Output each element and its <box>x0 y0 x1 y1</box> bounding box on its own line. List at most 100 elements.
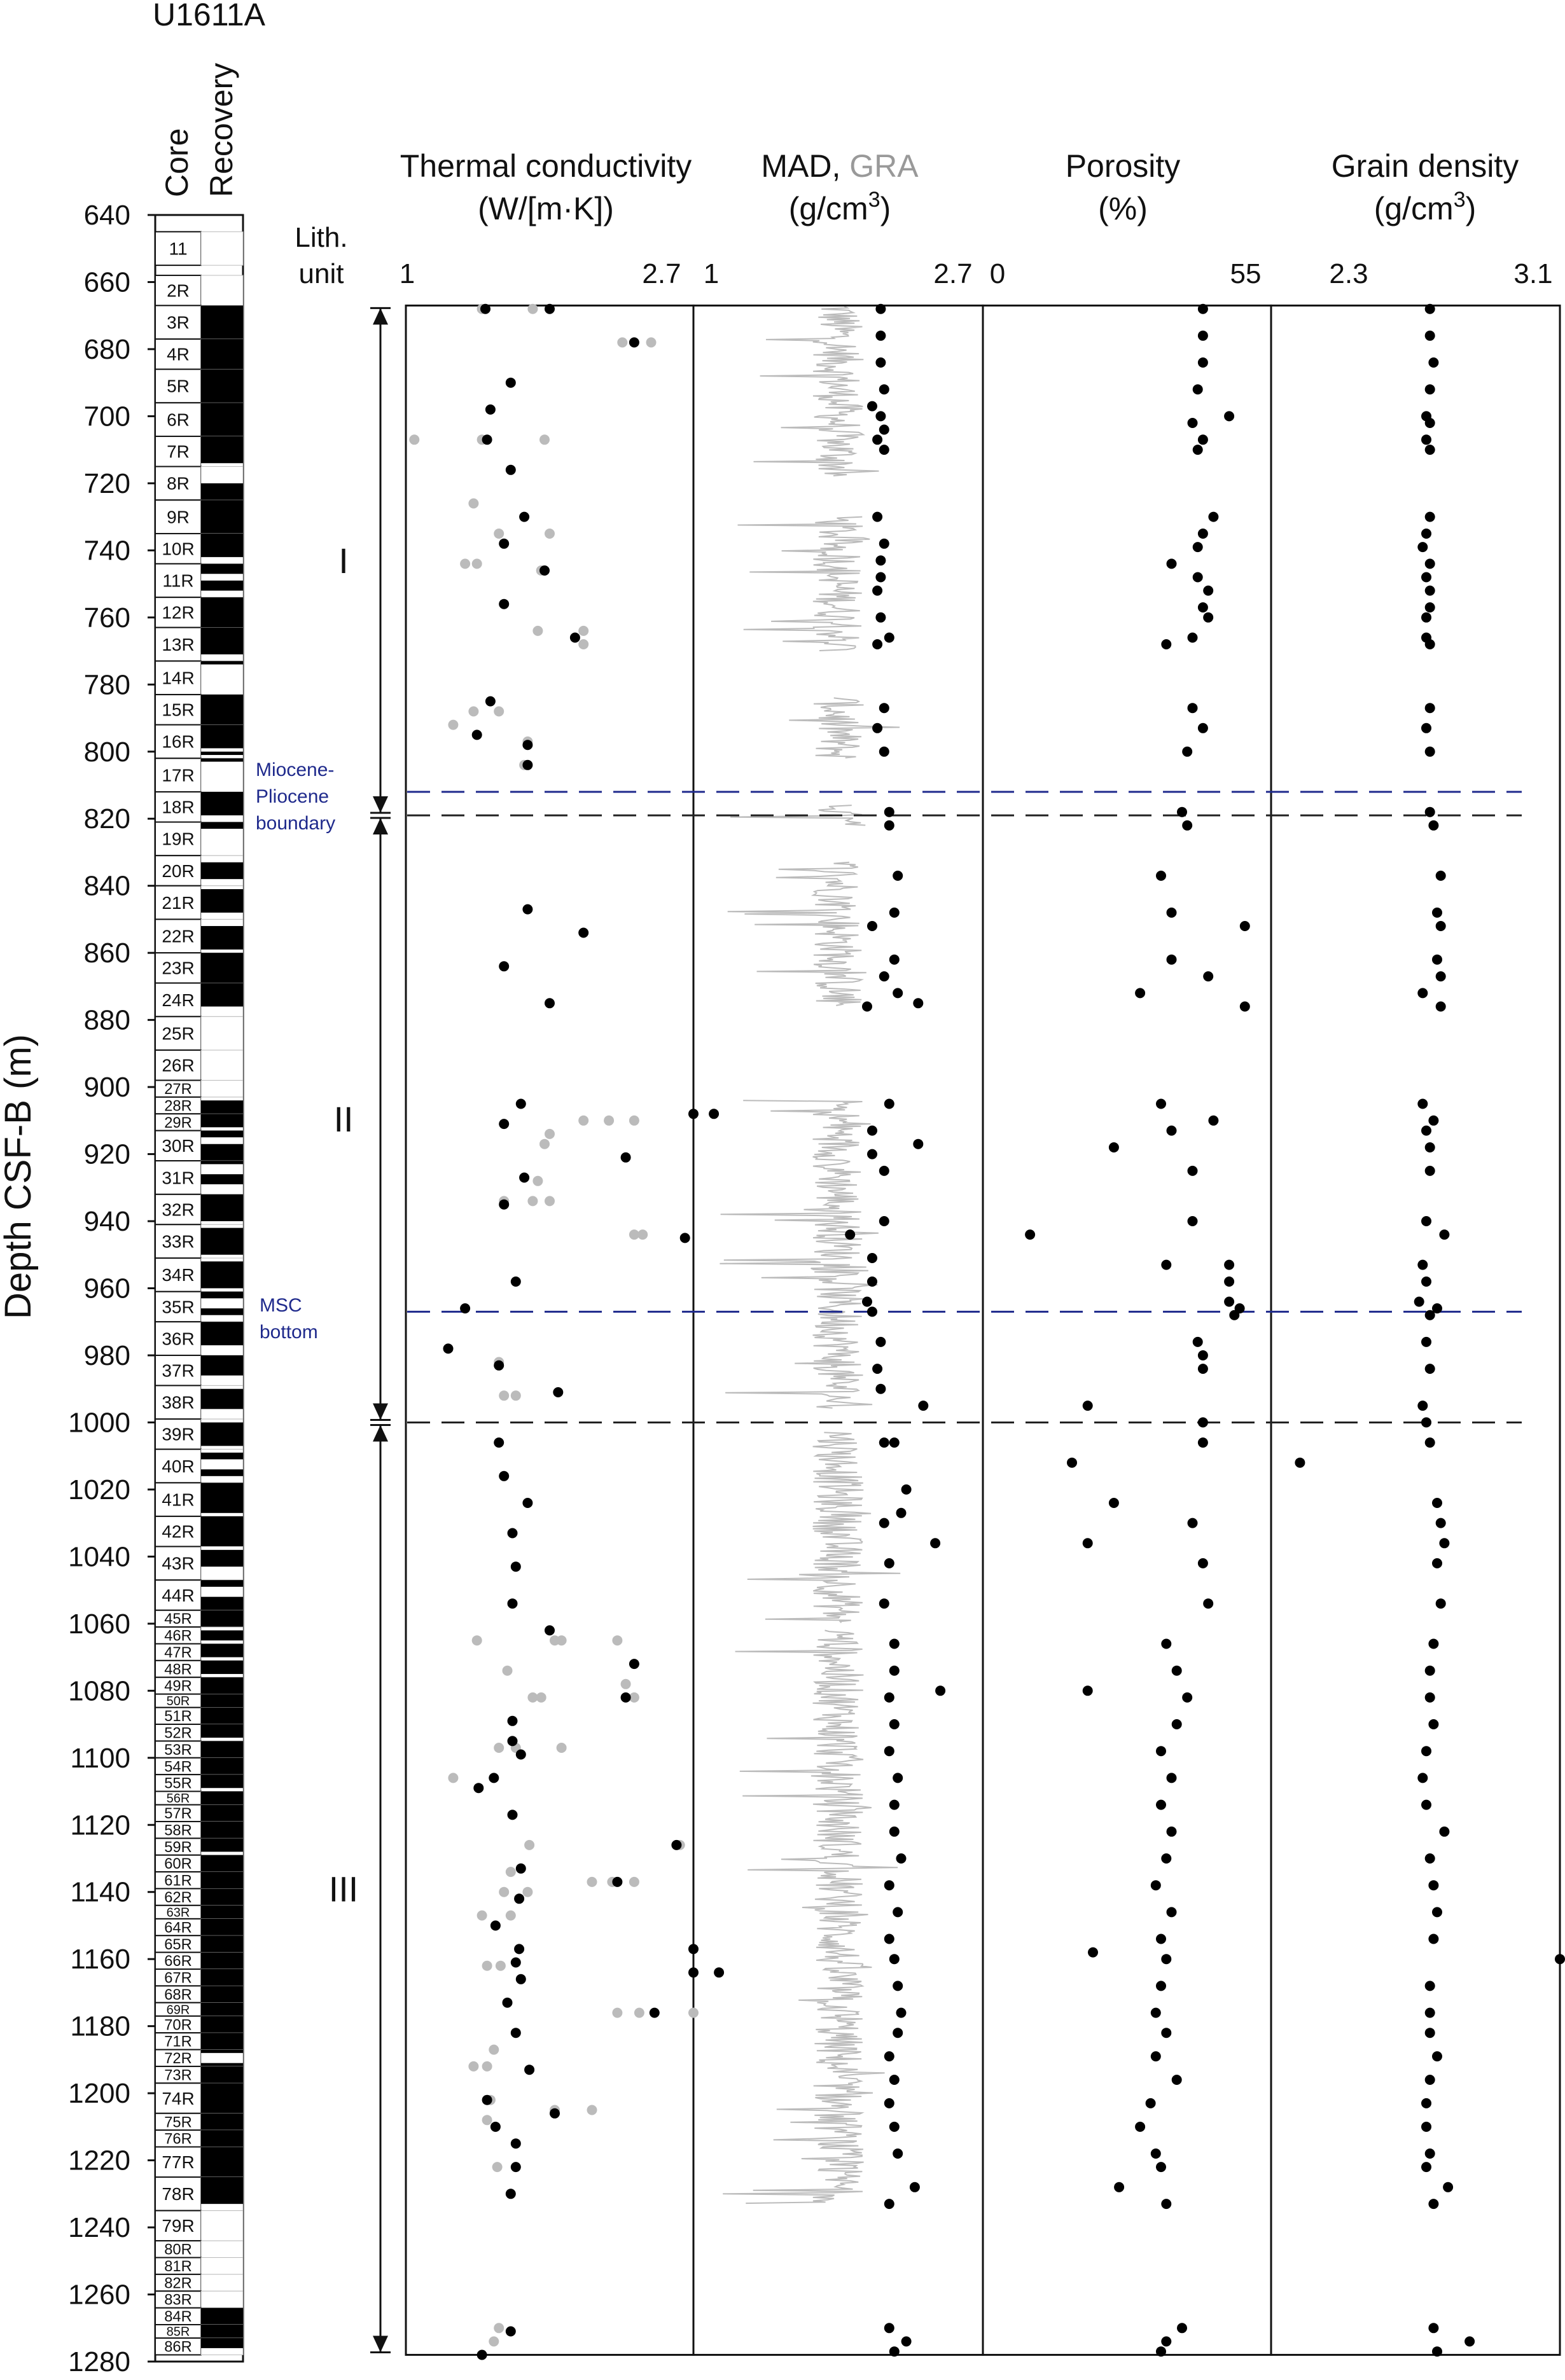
mad-mad-offscale-point <box>709 1109 720 1119</box>
mad-mad-point <box>913 998 924 1009</box>
mad-mad-point <box>867 1276 877 1287</box>
core-label: 36R <box>162 1329 194 1348</box>
core-label: 67R <box>164 1970 192 1986</box>
porosity-porosity-point <box>1150 2007 1161 2018</box>
recovery-fill <box>201 2307 243 2325</box>
grain-grain-point <box>1421 612 1431 623</box>
porosity-porosity-point <box>1067 1457 1077 1468</box>
recovery-fill <box>201 695 243 725</box>
thermal-average-point <box>494 1360 504 1371</box>
core-box <box>155 694 202 726</box>
grain-grain-point <box>1435 870 1446 881</box>
grain-grain-point <box>1421 572 1431 583</box>
recovery-fill <box>201 2083 243 2114</box>
thermal-individual-point <box>494 1743 504 1753</box>
grain-grain-point <box>1421 632 1431 643</box>
recovery-fill <box>201 1707 243 1725</box>
core-label: 77R <box>162 2152 194 2172</box>
lith-arrowhead-bottom <box>373 1403 388 1420</box>
porosity-porosity-point <box>1239 1001 1250 1012</box>
mad-title-mad: MAD, <box>761 148 849 184</box>
thermal-average-point <box>499 1470 510 1481</box>
porosity-porosity-point <box>1166 1773 1177 1783</box>
core-label: 2R <box>167 280 190 300</box>
recovery-box <box>200 758 244 792</box>
mad-mad-point <box>845 1229 856 1240</box>
boundary-label-msc-1: MSC <box>260 1295 302 1316</box>
grain-grain-point <box>1424 1853 1435 1864</box>
core-label: 61R <box>164 1873 192 1890</box>
mad-mad-point <box>889 2346 900 2357</box>
core-label: 45R <box>164 1611 192 1628</box>
core-label: 68R <box>164 1987 192 2003</box>
thermal-average-point <box>460 1303 471 1314</box>
grain-grain-point <box>1417 988 1428 999</box>
grain-grain-point <box>1435 921 1446 931</box>
thermal-average-point <box>505 464 516 475</box>
thermal-average-point <box>490 2121 501 2132</box>
mad-mad-offscale-point <box>688 1109 699 1119</box>
mad-mad-point <box>901 1484 912 1495</box>
porosity-porosity-point <box>1171 1719 1182 1729</box>
core-label: 7R <box>167 442 190 462</box>
mad-mad-point <box>893 1907 903 1918</box>
depth-tick-label: 960 <box>84 1273 130 1304</box>
grain-grain-point <box>1424 2075 1435 2085</box>
mad-mad-point <box>889 2121 900 2132</box>
grain-grain-point <box>1421 723 1431 733</box>
thermal-average-point <box>510 2162 521 2173</box>
porosity-porosity-point <box>1187 703 1198 714</box>
core-label: 66R <box>164 1953 192 1970</box>
thermal-average-point <box>524 2065 535 2075</box>
porosity-porosity-point <box>1108 1498 1119 1508</box>
mad-tick-max: 2.7 <box>933 258 972 289</box>
depth-tick-label: 1200 <box>68 2078 130 2109</box>
thermal-individual-point <box>578 625 589 636</box>
grain-grain-point <box>1421 1417 1431 1428</box>
thermal-average-point <box>499 961 510 972</box>
depth-tick-label: 1020 <box>68 1474 130 1505</box>
depth-tick-label: 800 <box>84 737 130 768</box>
mad-mad-point <box>862 1001 872 1012</box>
grain-grain-point <box>1421 1276 1431 1287</box>
grain-grain-point <box>1421 2098 1431 2108</box>
porosity-porosity-point <box>1156 1981 1166 1991</box>
core-label: 71R <box>164 2034 192 2051</box>
porosity-porosity-point <box>1150 1880 1161 1891</box>
thermal-average-point <box>545 303 555 314</box>
thermal-individual-point <box>495 1960 506 1971</box>
mad-mad-point <box>875 555 886 566</box>
recovery-fill <box>201 627 243 654</box>
recovery-fill <box>201 2002 243 2016</box>
thermal-average-point <box>499 1199 510 1210</box>
porosity-porosity-point <box>1224 1276 1235 1287</box>
core-label: 84R <box>164 2309 192 2325</box>
porosity-porosity-point <box>1166 1907 1177 1918</box>
grain-grain-point <box>1443 2182 1454 2192</box>
recovery-fill <box>201 889 243 913</box>
grain-grain-point <box>1414 1296 1424 1307</box>
grain-tick-min: 2.3 <box>1329 258 1368 289</box>
thermal-average-point <box>505 2326 516 2337</box>
thermal-individual-point <box>510 1390 521 1401</box>
recovery-header: Recovery <box>204 63 239 197</box>
recovery-fill <box>201 1724 243 1738</box>
thermal-individual-point <box>468 498 479 509</box>
mad-mad-point <box>889 1799 900 1810</box>
recovery-fill <box>201 1872 243 1889</box>
porosity-porosity-point <box>1187 1518 1198 1528</box>
grain-grain-point <box>1417 542 1428 553</box>
grain-grain-point <box>1439 1229 1450 1240</box>
mad-mad-point <box>889 2075 900 2085</box>
porosity-porosity-point <box>1161 1259 1172 1270</box>
core-label: 23R <box>162 958 194 978</box>
mad-mad-point <box>918 1401 929 1411</box>
porosity-porosity-point <box>1156 2346 1166 2357</box>
core-box <box>155 918 202 954</box>
recovery-fill <box>201 1291 243 1299</box>
mad-mad-point <box>884 806 894 817</box>
mad-mad-point <box>879 1518 889 1528</box>
recovery-box <box>200 660 244 695</box>
grain-grain-point <box>1432 2051 1442 2062</box>
porosity-porosity-point <box>1187 1216 1198 1226</box>
